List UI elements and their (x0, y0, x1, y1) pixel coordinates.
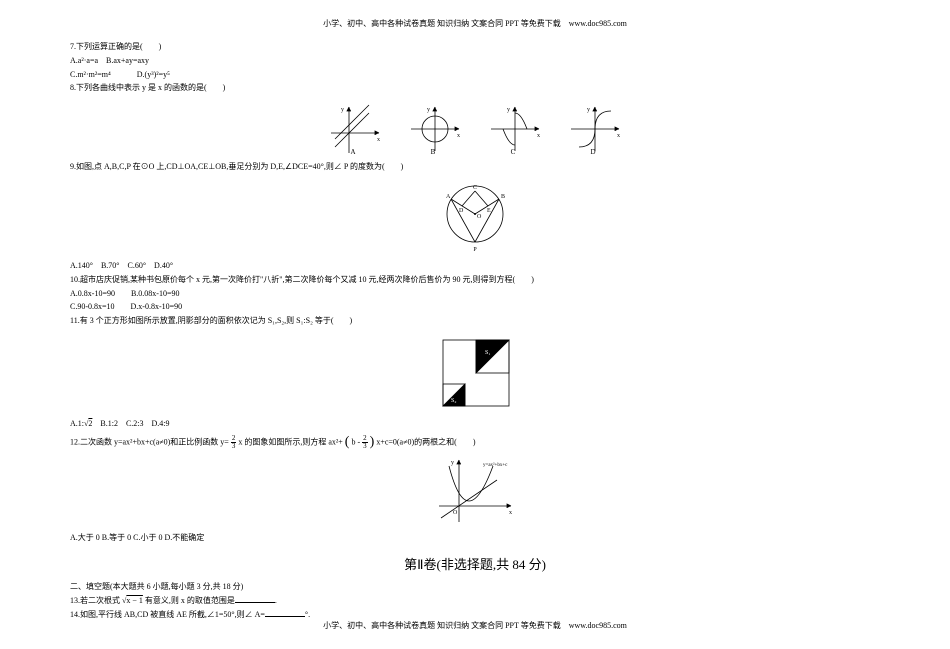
q12-bexpr: b - (351, 437, 360, 446)
q8-label-b: B (431, 148, 436, 155)
q9-stem: 9.如图,点 A,B,C,P 在⊙O 上,CD⊥OA,CE⊥OB,垂足分别为 D… (70, 161, 880, 174)
q10-opt-a: A.0.8x-10=90 B.0.08x-10=90 (70, 288, 880, 301)
q7-opt-a: A.a²·a=a B.ax+ay=axy (70, 55, 880, 68)
q13-a: 13.若二次根式 (70, 596, 122, 605)
blank-input (235, 595, 275, 603)
q12-c: x+c=0(a≠0)的两根之和( ) (376, 437, 475, 446)
q8-fig-a: x y A (329, 103, 381, 155)
lbl-E: E (487, 208, 491, 214)
rparen-icon: ) (370, 434, 375, 449)
frac-1: 23 (231, 435, 237, 450)
q14-b: °. (305, 610, 310, 619)
q8-label-c: C (511, 148, 516, 155)
axis-y: y (427, 107, 430, 113)
q9-figure: C A B D E O P (434, 180, 516, 254)
q13-c: . (275, 596, 277, 605)
lbl-O: O (477, 214, 482, 220)
q11-figure-wrap: S₁ S₂ (70, 334, 880, 412)
q9-figure-wrap: C A B D E O P (70, 180, 880, 254)
q11-opt-rest: B.1:2 C.2:3 D.4:9 (92, 419, 169, 428)
lbl-s2: S₂ (451, 398, 456, 404)
lbl-P: P (473, 247, 477, 253)
q7-d: D.(y³)²=y⁵ (137, 70, 170, 79)
q7-stem: 7.下列运算正确的是( ) (70, 41, 880, 54)
q12-stem: 12.二次函数 y=ax²+bx+c(a≠0)和正比例函数 y= 23 x 的图… (70, 435, 880, 450)
axis-y: y (451, 460, 454, 466)
axis-x: x (377, 137, 380, 143)
axis-y: y (507, 107, 510, 113)
q8-fig-d: x y D (569, 103, 621, 155)
axis-y: y (587, 107, 590, 113)
q11-figure: S₁ S₂ (435, 334, 515, 412)
lbl-B: B (501, 194, 505, 200)
lparen-icon: ( (345, 434, 350, 449)
q12-figure-wrap: x y O y=ax²+bx+c (70, 456, 880, 526)
page-footer: 小学、初中、高中各种试卷真题 知识归纳 文案合同 PPT 等免费下载 www.d… (0, 620, 950, 631)
lbl-C: C (473, 185, 477, 191)
q11-opt-a: A.1: (70, 419, 84, 428)
axis-x: x (509, 510, 512, 516)
q8-stem: 8.下列各曲线中表示 y 是 x 的函数的是( ) (70, 82, 880, 95)
q13-b: 有意义,则 x 的取值范围是 (143, 596, 235, 605)
blank-input (265, 609, 305, 617)
axis-O: O (453, 510, 458, 516)
axis-x: x (617, 133, 620, 139)
content-area: 7.下列运算正确的是( ) A.a²·a=a B.ax+ay=axy C.m²·… (70, 41, 880, 622)
lbl-A: A (446, 194, 451, 200)
q8-label-d: D (590, 148, 595, 155)
q10-opt-c: C.90-0.8x=10 D.x-0.8x-10=90 (70, 301, 880, 314)
q12-figure: x y O y=ax²+bx+c (435, 456, 515, 526)
q13: 13.若二次根式 √x − 1 有意义,则 x 的取值范围是. (70, 595, 880, 608)
q12-opts: A.大于 0 B.等于 0 C.小于 0 D.不能确定 (70, 532, 880, 545)
lbl-D: D (459, 208, 464, 214)
axis-x: x (537, 133, 540, 139)
q8-fig-b: x y B (409, 103, 461, 155)
axis-x: x (457, 133, 460, 139)
q14-a: 14.如图,平行线 AB,CD 被直线 AE 所截,∠1=50°,则∠ A= (70, 610, 265, 619)
axis-y: y (341, 107, 344, 113)
q7-c: C.m²·m²=m⁴ (70, 70, 111, 79)
q11-opts: A.1:√2 B.1:2 C.2:3 D.4:9 (70, 418, 880, 431)
section-2-title: 第Ⅱ卷(非选择题,共 84 分) (70, 555, 880, 576)
q8-fig-c: x y C (489, 103, 541, 155)
q9-opts: A.140° B.70° C.60° D.40° (70, 260, 880, 273)
q12-a: 12.二次函数 y=ax²+bx+c(a≠0)和正比例函数 y= (70, 437, 229, 446)
q12-b: x 的图象如图所示,则方程 ax²+ (238, 437, 342, 446)
q13-rad: x − 1 (126, 596, 143, 605)
page-header: 小学、初中、高中各种试卷真题 知识归纳 文案合同 PPT 等免费下载 www.d… (70, 18, 880, 29)
frac-2: 23 (362, 435, 368, 450)
q7-opt-c: C.m²·m²=m⁴ D.(y³)²=y⁵ (70, 69, 880, 82)
q8-label-a: A (350, 148, 355, 155)
q8-figures: x y A x y B (70, 103, 880, 155)
q11-stem: 11.有 3 个正方形如图所示放置,阴影部分的面积依次记为 S₁,S₂,则 S₁… (70, 315, 880, 328)
q12-caption: y=ax²+bx+c (483, 462, 508, 468)
fill-header: 二、填空题(本大题共 6 小题,每小题 3 分,共 18 分) (70, 581, 880, 594)
q10-stem: 10.超市店庆促销,某种书包原价每个 x 元,第一次降价打"八折",第二次降价每… (70, 274, 880, 287)
lbl-s1: S₁ (485, 350, 490, 356)
